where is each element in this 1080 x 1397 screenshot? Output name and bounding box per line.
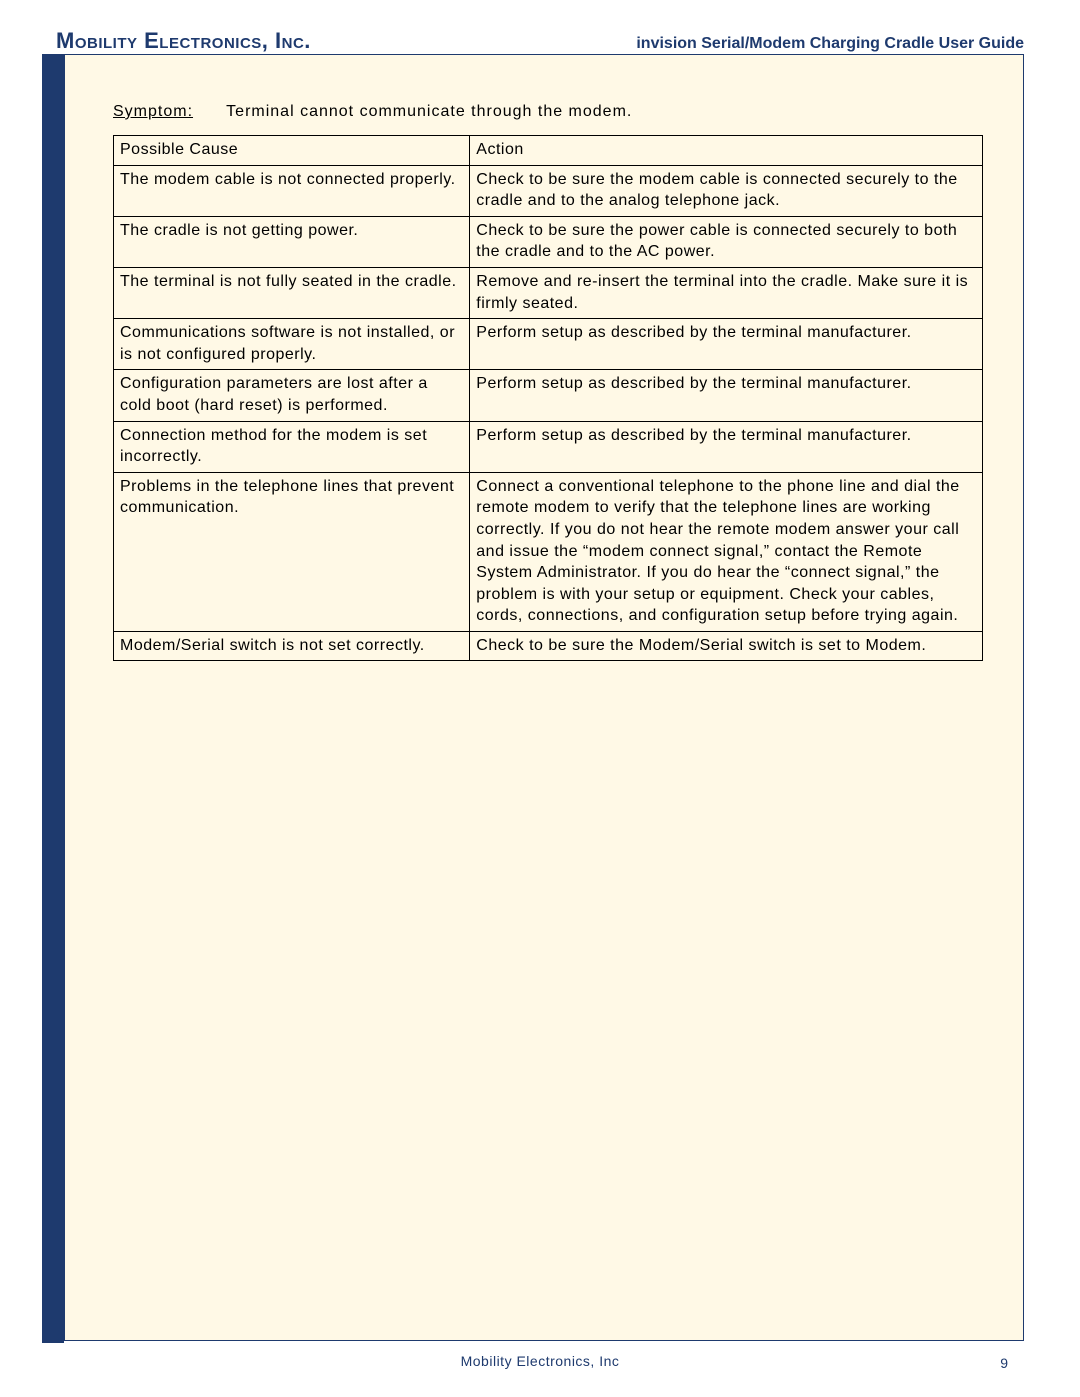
cell-cause: Modem/Serial switch is not set correctly…	[114, 631, 470, 661]
table-row: Configuration parameters are lost after …	[114, 370, 983, 421]
table-row: The cradle is not getting power. Check t…	[114, 216, 983, 267]
col-header-action: Action	[470, 136, 983, 166]
table-row: Connection method for the modem is set i…	[114, 421, 983, 472]
cell-cause: Connection method for the modem is set i…	[114, 421, 470, 472]
table-row: Modem/Serial switch is not set correctly…	[114, 631, 983, 661]
page-header: Mobility Electronics, Inc. invision Seri…	[56, 28, 1024, 54]
cell-action: Connect a conventional telephone to the …	[470, 472, 983, 631]
table-row: The modem cable is not connected properl…	[114, 165, 983, 216]
content-frame: Symptom: Terminal cannot communicate thr…	[64, 54, 1024, 1341]
cell-action: Perform setup as described by the termin…	[470, 370, 983, 421]
cell-action: Perform setup as described by the termin…	[470, 421, 983, 472]
symptom-label: Symptom:	[113, 103, 193, 121]
table-row: The terminal is not fully seated in the …	[114, 267, 983, 318]
table-body: The modem cable is not connected properl…	[114, 165, 983, 661]
page: Mobility Electronics, Inc. invision Seri…	[0, 0, 1080, 1397]
table-row: Communications software is not installed…	[114, 319, 983, 370]
company-name: Mobility Electronics, Inc.	[56, 28, 311, 54]
cell-action: Remove and re-insert the terminal into t…	[470, 267, 983, 318]
troubleshooting-table: Possible Cause Action The modem cable is…	[113, 135, 983, 661]
left-accent-bar	[42, 54, 64, 1343]
document-title: invision Serial/Modem Charging Cradle Us…	[636, 35, 1024, 53]
cell-cause: Problems in the telephone lines that pre…	[114, 472, 470, 631]
cell-cause: Configuration parameters are lost after …	[114, 370, 470, 421]
page-footer: Mobility Electronics, Inc	[0, 1353, 1080, 1371]
cell-cause: The cradle is not getting power.	[114, 216, 470, 267]
cell-cause: Communications software is not installed…	[114, 319, 470, 370]
symptom-line: Symptom: Terminal cannot communicate thr…	[113, 103, 983, 121]
cell-cause: The terminal is not fully seated in the …	[114, 267, 470, 318]
cell-cause: The modem cable is not connected properl…	[114, 165, 470, 216]
footer-company: Mobility Electronics, Inc	[461, 1353, 620, 1369]
cell-action: Check to be sure the modem cable is conn…	[470, 165, 983, 216]
cell-action: Perform setup as described by the termin…	[470, 319, 983, 370]
table-header-row: Possible Cause Action	[114, 136, 983, 166]
page-number: 9	[1000, 1355, 1008, 1371]
symptom-text: Terminal cannot communicate through the …	[226, 103, 632, 120]
cell-action: Check to be sure the Modem/Serial switch…	[470, 631, 983, 661]
table-row: Problems in the telephone lines that pre…	[114, 472, 983, 631]
cell-action: Check to be sure the power cable is conn…	[470, 216, 983, 267]
col-header-cause: Possible Cause	[114, 136, 470, 166]
